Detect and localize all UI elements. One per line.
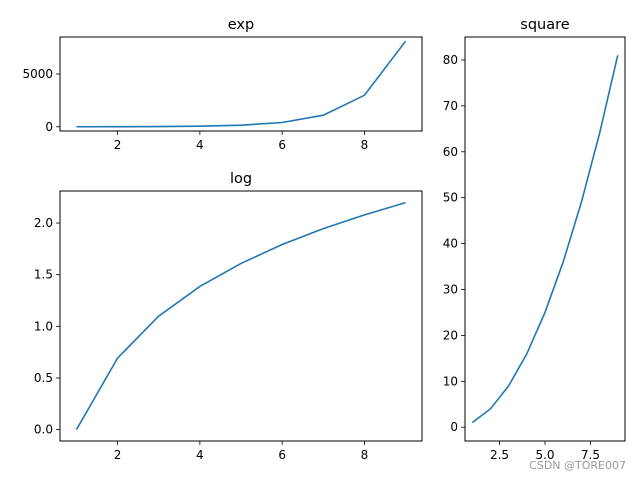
y-tick-label-exp: 5000 xyxy=(22,67,53,81)
x-tick-label-exp: 2 xyxy=(114,138,122,152)
x-tick-label-square: 7.5 xyxy=(581,448,600,462)
chart-title-log: log xyxy=(230,171,252,187)
plot-frame-log xyxy=(59,190,423,442)
x-tick-label-exp: 4 xyxy=(196,138,204,152)
chart-title-exp: exp xyxy=(228,17,254,33)
x-tick-label-log: 8 xyxy=(361,448,369,462)
y-tick-label-square: 60 xyxy=(443,145,458,159)
x-tick-label-exp: 8 xyxy=(361,138,369,152)
subplot-square: square 2.5 5.0 7.5 0 10 20 30 40 50 60 70 80 xyxy=(443,17,626,462)
x-tick-label-square: 5.0 xyxy=(535,448,554,462)
y-tick-label-square: 0 xyxy=(450,420,458,434)
x-tick-label-log: 4 xyxy=(196,448,204,462)
series-line-log xyxy=(75,201,406,431)
y-tick-label-log: 0.0 xyxy=(34,423,53,437)
subplot-log: log 2 4 6 8 0.0 0.5 1.0 1.5 2.0 xyxy=(34,171,423,462)
y-tick-label-log: 0.5 xyxy=(34,371,53,385)
y-tick-label-square: 30 xyxy=(443,283,458,297)
y-tick-label-log: 1.5 xyxy=(34,268,53,282)
y-tick-label-square: 10 xyxy=(443,374,458,388)
watermark-text: CSDN @TORE007 xyxy=(529,459,626,472)
x-tick-label-exp: 6 xyxy=(278,138,286,152)
y-tick-label-square: 20 xyxy=(443,328,458,342)
subplot-exp: exp 2 4 6 8 0 5000 xyxy=(22,17,423,152)
y-tick-label-square: 70 xyxy=(443,99,458,113)
x-tick-label-log: 2 xyxy=(114,448,122,462)
y-tick-label-square: 80 xyxy=(443,53,458,67)
y-tick-label-log: 1.0 xyxy=(34,319,53,333)
y-tick-label-log: 2.0 xyxy=(34,216,53,230)
y-tick-label-exp: 0 xyxy=(45,120,53,134)
series-line-square xyxy=(471,55,619,424)
x-tick-label-square: 2.5 xyxy=(490,448,509,462)
series-line-exp xyxy=(76,40,407,128)
y-tick-label-square: 50 xyxy=(443,191,458,205)
y-tick-label-square: 40 xyxy=(443,237,458,251)
plot-frame-square xyxy=(464,36,626,442)
plot-frame-exp xyxy=(59,36,423,132)
x-tick-label-log: 6 xyxy=(278,448,286,462)
chart-title-square: square xyxy=(520,17,569,33)
